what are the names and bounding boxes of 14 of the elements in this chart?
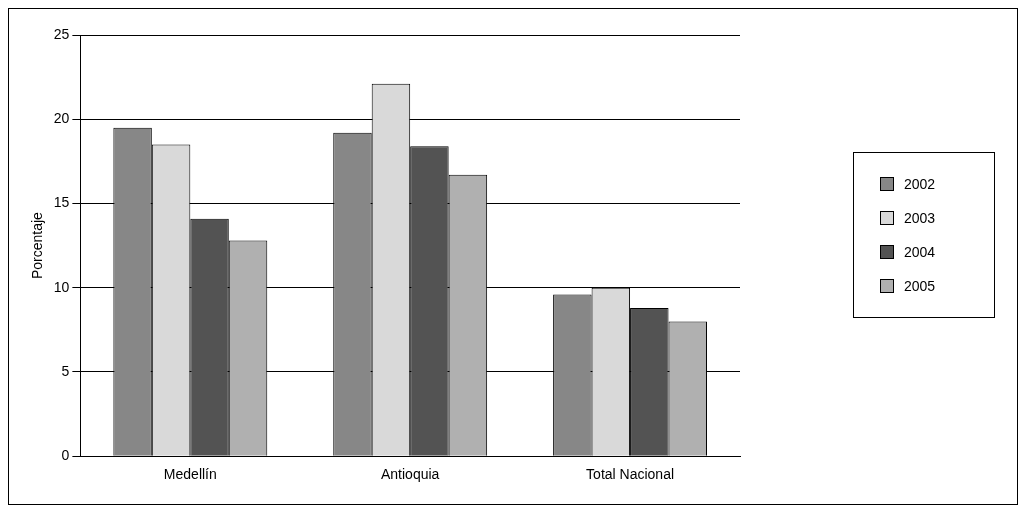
legend-label: 2003 xyxy=(904,210,936,226)
y-tick-label: 10 xyxy=(53,278,70,295)
x-tick-label: Antioquia xyxy=(380,466,440,483)
y-tick-label: 5 xyxy=(61,362,70,379)
legend-label: 2002 xyxy=(904,176,936,192)
legend-label: 2005 xyxy=(904,278,936,294)
y-axis-title: Porcentaje xyxy=(29,211,46,280)
x-tick-label: Total Nacional xyxy=(586,466,675,483)
y-tick-label: 15 xyxy=(53,194,70,211)
y-tick-label: 0 xyxy=(61,447,70,464)
y-tick-label: 25 xyxy=(53,25,70,42)
x-tick-label: Medellín xyxy=(163,466,217,483)
legend-label: 2004 xyxy=(904,244,936,260)
y-tick-label: 20 xyxy=(53,110,70,127)
